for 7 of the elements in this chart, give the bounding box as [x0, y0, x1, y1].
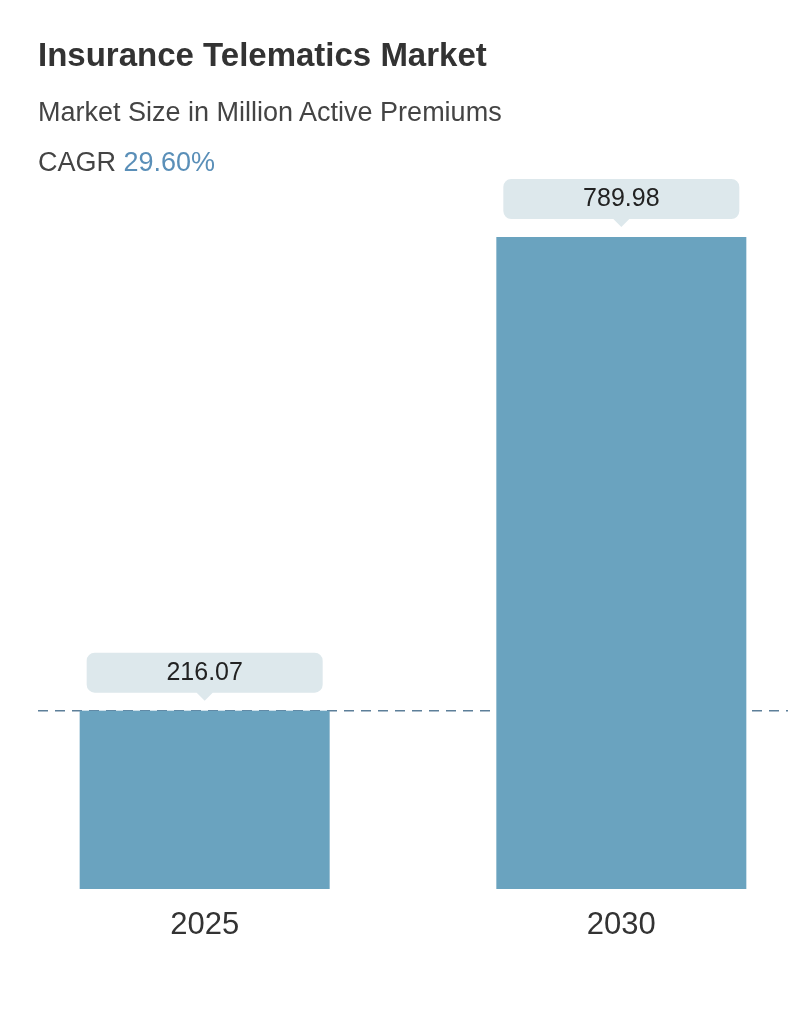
chart-title: Insurance Telematics Market [38, 36, 487, 73]
chart-subtitle: Market Size in Million Active Premiums [38, 97, 502, 127]
data-label: 216.07 [166, 656, 243, 685]
x-tick-label: 2025 [170, 906, 240, 941]
data-label: 789.98 [583, 183, 660, 211]
x-tick-label: 2030 [586, 906, 656, 941]
text: CAGR 29.60% [38, 147, 216, 177]
